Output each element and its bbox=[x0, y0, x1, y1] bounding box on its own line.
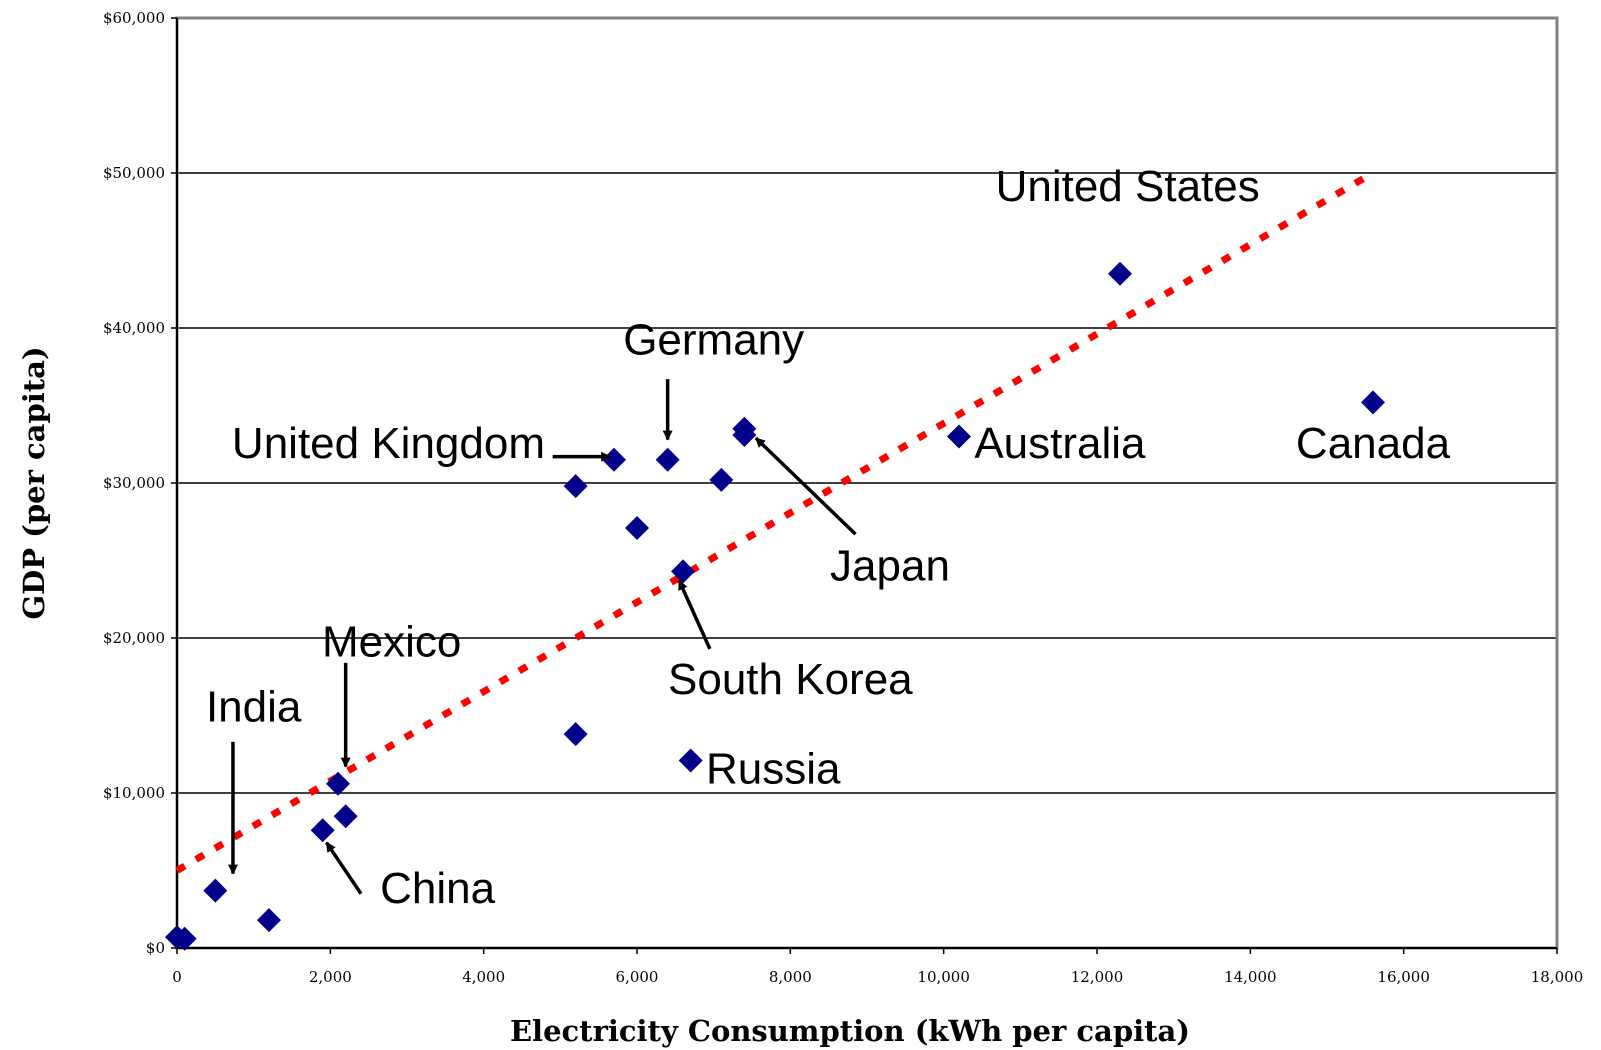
data-point bbox=[678, 748, 703, 773]
data-point bbox=[655, 447, 680, 472]
x-tick-label: 10,000 bbox=[917, 968, 970, 986]
y-axis-title: GDP (per capita) bbox=[17, 346, 51, 619]
y-tick-label: $40,000 bbox=[103, 319, 165, 337]
country-label: Australia bbox=[974, 419, 1146, 468]
annotation-arrow bbox=[754, 436, 857, 536]
x-tick-label: 6,000 bbox=[616, 968, 659, 986]
data-point bbox=[732, 422, 757, 447]
country-label: United Kingdom bbox=[232, 419, 545, 468]
data-points bbox=[165, 261, 1385, 951]
data-point bbox=[947, 424, 971, 449]
data-point bbox=[563, 474, 588, 499]
data-point bbox=[203, 878, 228, 903]
annotation-arrow bbox=[677, 579, 712, 650]
x-tick-label: 18,000 bbox=[1531, 968, 1584, 986]
country-label: Germany bbox=[623, 315, 804, 364]
data-point bbox=[310, 818, 335, 843]
axes bbox=[171, 16, 1559, 954]
annotation-labels: United States Canada Australia Germany Unite… bbox=[206, 162, 1451, 913]
x-tick-label: 16,000 bbox=[1377, 968, 1430, 986]
data-point bbox=[333, 804, 358, 829]
data-point bbox=[709, 467, 734, 492]
tick-labels: 0 2,000 4,000 6,000 8,000 10,000 12,000 14,000 1… bbox=[103, 9, 1583, 986]
data-point bbox=[602, 447, 626, 472]
x-tick-label: 14,000 bbox=[1224, 968, 1277, 986]
data-point bbox=[563, 722, 588, 747]
y-tick-label: $20,000 bbox=[103, 629, 165, 647]
country-label: United States bbox=[996, 162, 1260, 211]
data-point bbox=[1108, 261, 1132, 286]
annotation-arrows bbox=[227, 379, 857, 895]
x-axis-title: Electricity Consumption (kWh per capita) bbox=[510, 1014, 1190, 1048]
x-tick-label: 2,000 bbox=[309, 968, 352, 986]
x-tick-label: 0 bbox=[172, 968, 182, 986]
data-point bbox=[671, 559, 695, 584]
data-point bbox=[257, 908, 281, 933]
y-tick-label: $10,000 bbox=[103, 784, 165, 802]
country-label: India bbox=[206, 683, 302, 732]
country-label: Japan bbox=[830, 542, 950, 591]
y-tick-label: $60,000 bbox=[103, 9, 165, 27]
country-label: Canada bbox=[1296, 419, 1451, 468]
y-tick-label: $50,000 bbox=[103, 164, 165, 182]
annotation-arrow bbox=[325, 841, 363, 895]
country-label: Mexico bbox=[322, 618, 461, 667]
country-label: South Korea bbox=[668, 655, 913, 704]
x-tick-label: 4,000 bbox=[462, 968, 505, 986]
x-tick-label: 12,000 bbox=[1071, 968, 1124, 986]
y-tick-label: $30,000 bbox=[103, 474, 165, 492]
country-label: China bbox=[380, 864, 495, 913]
data-point bbox=[625, 515, 649, 540]
data-point bbox=[1361, 390, 1385, 415]
country-label: Russia bbox=[706, 745, 841, 794]
y-tick-label: $0 bbox=[146, 939, 165, 957]
data-point bbox=[326, 771, 350, 796]
x-tick-label: 8,000 bbox=[769, 968, 812, 986]
data-point bbox=[172, 926, 197, 951]
